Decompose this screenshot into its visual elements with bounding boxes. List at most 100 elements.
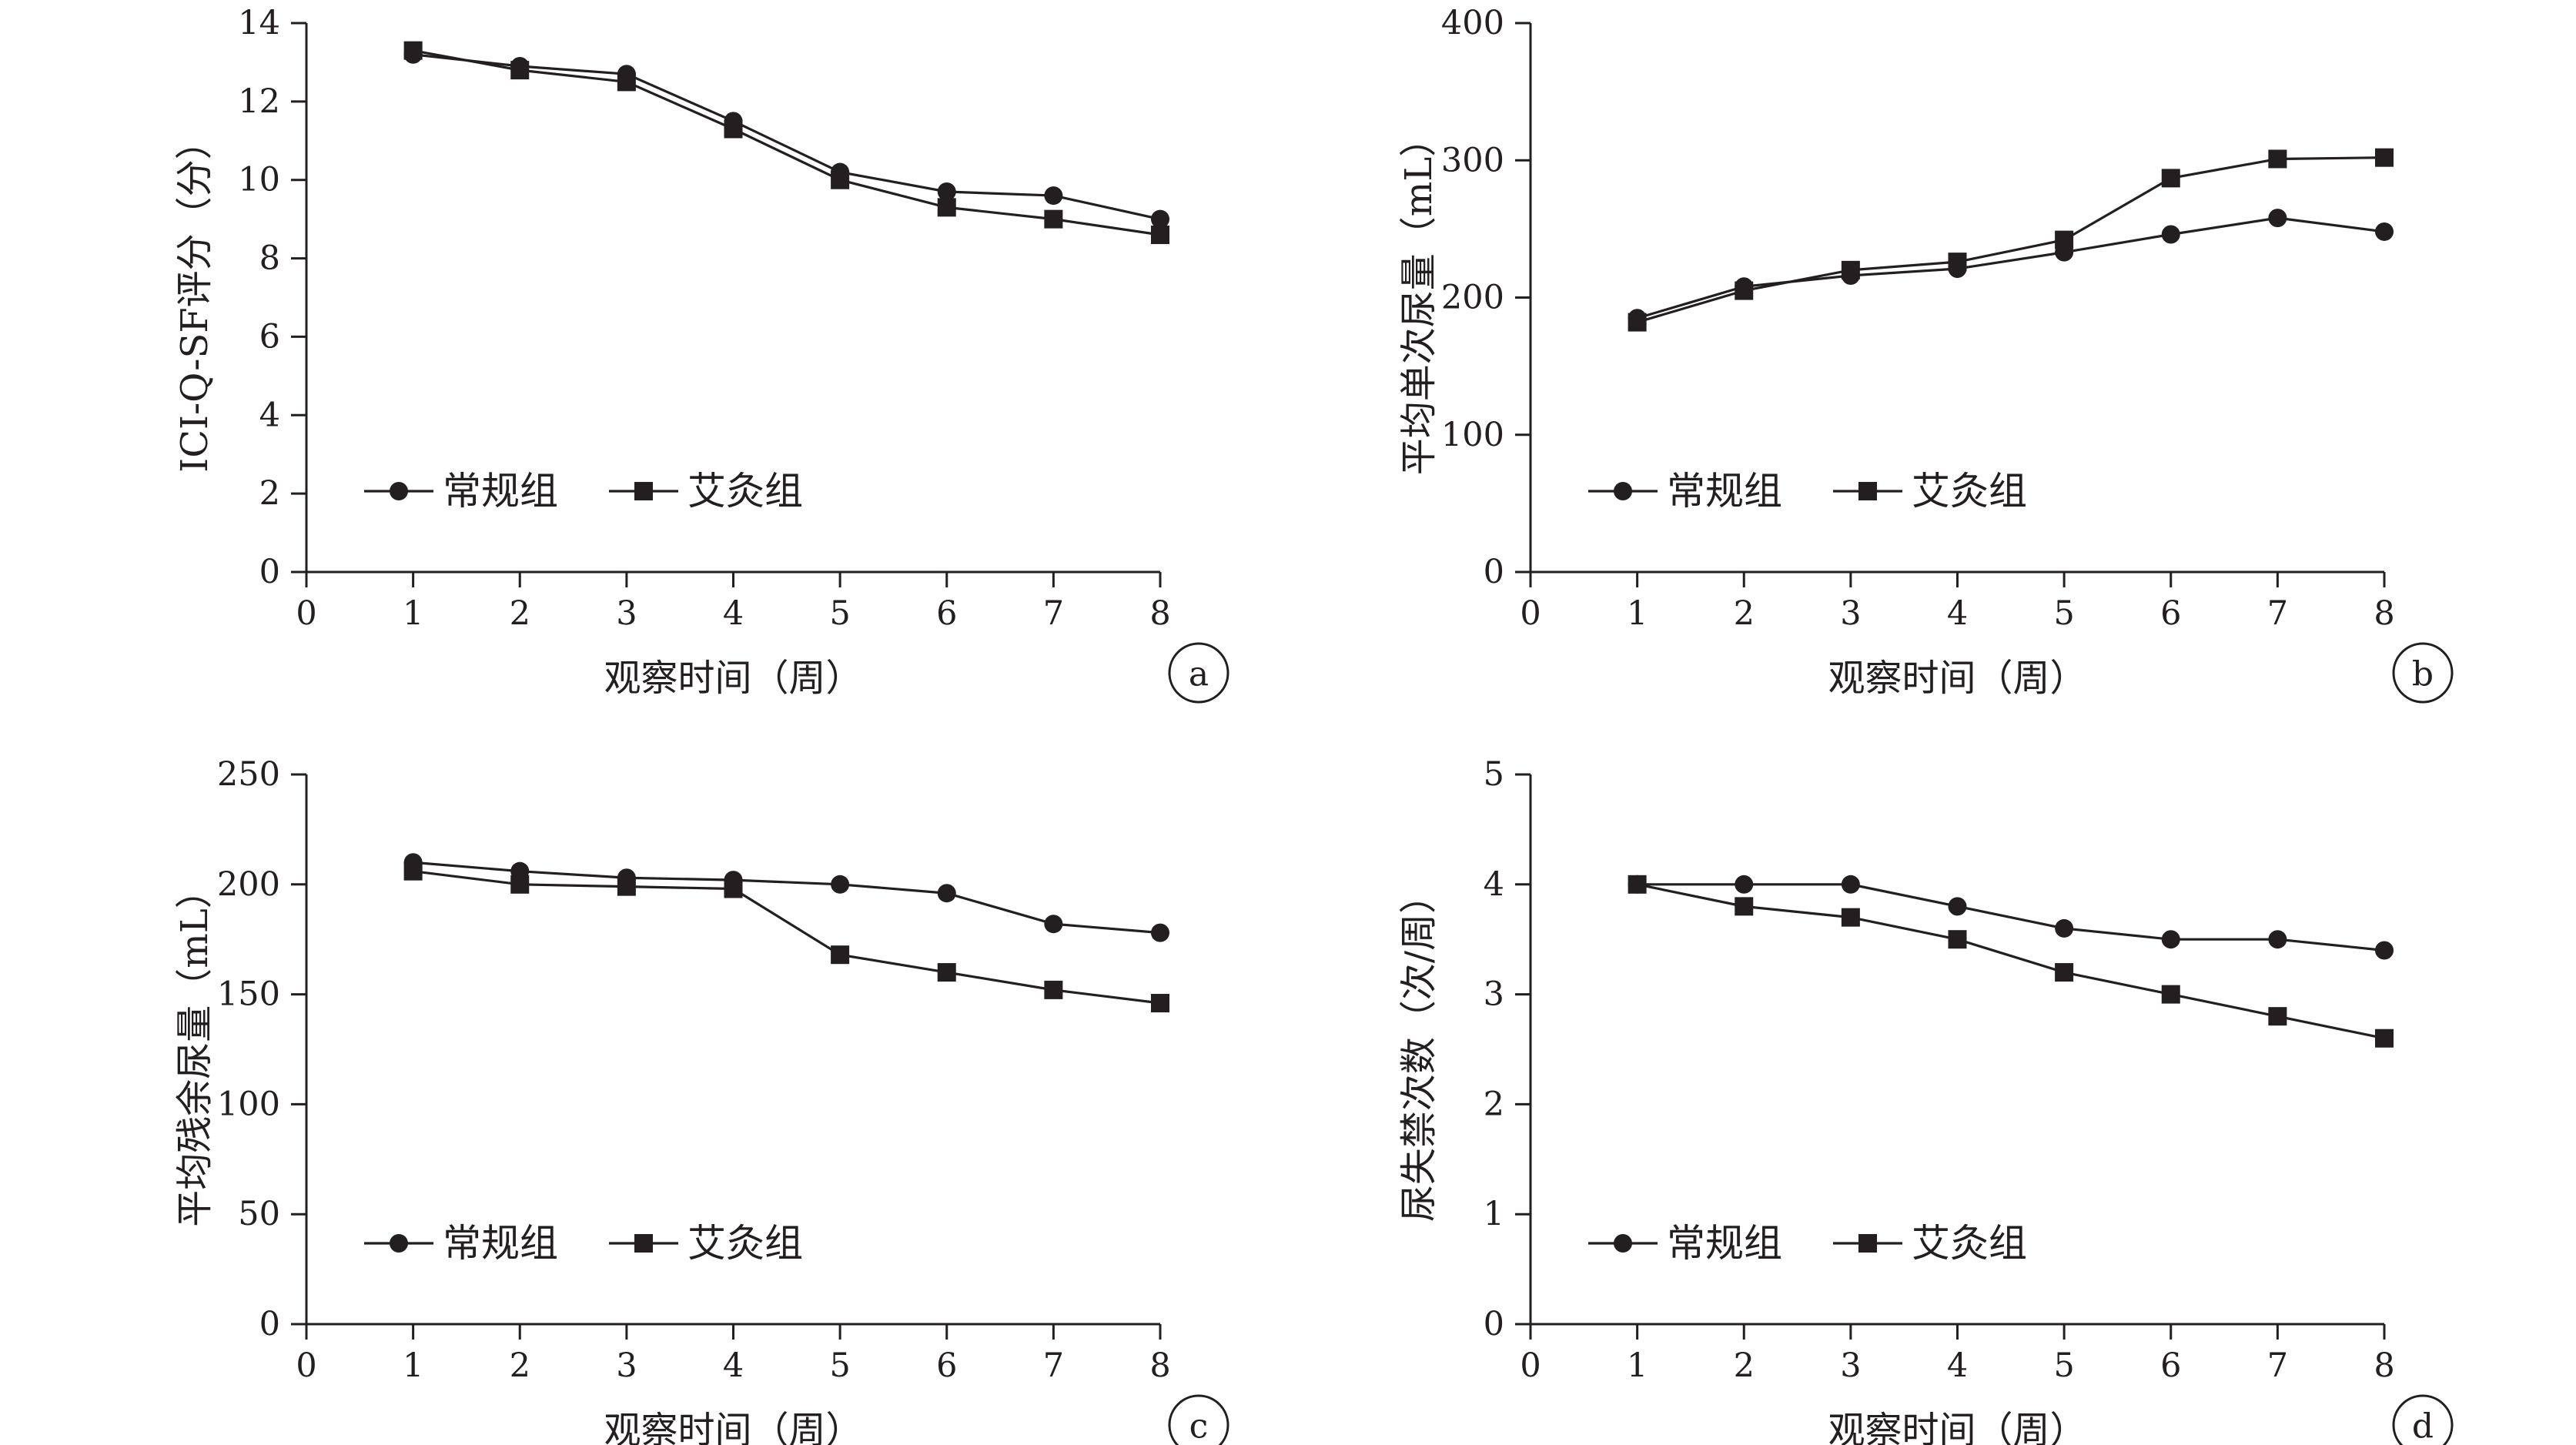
y-tick-label: 250 (217, 755, 280, 794)
data-point-circle (2375, 941, 2394, 960)
series-line-circle (413, 53, 1161, 221)
legend-label: 常规组 (1667, 469, 1782, 513)
x-tick-label: 7 (2267, 594, 2288, 633)
x-tick-label: 8 (1149, 1346, 1170, 1385)
data-point-square (831, 170, 850, 189)
data-point-circle (937, 182, 956, 201)
data-point-square (831, 945, 850, 965)
y-tick-label: 0 (1484, 553, 1504, 591)
x-tick-label: 4 (723, 594, 744, 633)
y-tick-label: 5 (1484, 755, 1504, 794)
x-tick-label: 3 (616, 1346, 637, 1385)
data-point-square (937, 963, 956, 982)
data-point-square (403, 41, 423, 60)
y-tick-label: 100 (217, 1085, 280, 1123)
x-tick-label: 5 (2053, 1346, 2074, 1385)
data-point-square (403, 861, 423, 881)
x-tick-label: 4 (723, 1346, 744, 1385)
x-tick-label: 0 (296, 594, 316, 633)
y-tick-label: 3 (1484, 975, 1504, 1014)
data-point-circle (1151, 209, 1169, 229)
panel-label: d (2412, 1407, 2434, 1445)
y-tick-label: 14 (238, 4, 280, 42)
x-axis-title: 观察时间（周） (1828, 1409, 2086, 1445)
x-tick-label: 2 (1734, 594, 1755, 633)
data-point-circle (2375, 222, 2394, 241)
x-tick-label: 7 (1043, 1346, 1064, 1385)
data-point-square (1841, 260, 1860, 279)
legend-marker-circle (390, 1234, 408, 1253)
y-tick-label: 50 (238, 1195, 280, 1233)
data-point-square (510, 875, 530, 894)
x-tick-label: 2 (1734, 1346, 1755, 1385)
x-tick-label: 8 (1149, 594, 1170, 633)
data-point-square (2268, 1007, 2287, 1026)
y-axis-title: 平均单次尿量（mL） (1397, 120, 1440, 475)
legend-label: 艾灸组 (687, 469, 803, 513)
x-tick-label: 3 (1840, 1346, 1861, 1385)
data-point-square (617, 72, 636, 92)
chart-panel-b: 0 100 200 300 400 0 1 2 3 4 5 6 7 8 观察时间（周） 平均单次尿量（mL） 常… (1397, 4, 2454, 704)
data-point-circle (1841, 875, 1860, 894)
x-tick-label: 0 (1520, 594, 1541, 633)
data-point-circle (1044, 915, 1063, 934)
panel-badge (1168, 1394, 1229, 1445)
data-point-square (937, 198, 956, 217)
panel-label: a (1189, 655, 1209, 694)
x-tick-label: 0 (1520, 1346, 1541, 1385)
x-tick-label: 7 (1043, 594, 1064, 633)
series-line-square (1637, 883, 2385, 1040)
legend-marker-square (1858, 482, 1877, 500)
series-line-square (413, 49, 1161, 236)
legend-label: 常规组 (443, 469, 558, 513)
data-point-square (1151, 994, 1169, 1013)
x-tick-label: 8 (2374, 1346, 2394, 1385)
panel-label: c (1189, 1407, 1209, 1445)
x-tick-label: 8 (2374, 594, 2394, 633)
x-tick-label: 6 (936, 1346, 957, 1385)
data-point-square (2375, 1029, 2394, 1048)
y-axis-title: ICI-Q-SF评分（分） (173, 122, 216, 472)
chart-panel-c: 0 50 100 150 200 250 0 1 2 3 4 5 6 7 8 观察时间（周） 平均残余尿量（mL… (173, 755, 1229, 1445)
y-tick-label: 8 (259, 239, 280, 278)
data-point-square (2268, 149, 2287, 169)
data-point-square (1044, 980, 1063, 999)
data-point-square (1948, 253, 1967, 272)
x-axis-title: 观察时间（周） (604, 1409, 862, 1445)
data-point-circle (937, 884, 956, 903)
legend-label: 常规组 (443, 1221, 558, 1266)
data-point-square (2055, 230, 2074, 249)
x-tick-label: 6 (936, 594, 957, 633)
data-point-circle (1735, 875, 1754, 894)
legend-label: 艾灸组 (687, 1221, 803, 1266)
x-tick-label: 6 (2160, 1346, 2181, 1385)
y-tick-label: 150 (217, 975, 280, 1014)
x-tick-label: 0 (296, 1346, 316, 1385)
x-tick-label: 5 (829, 594, 850, 633)
data-point-circle (2268, 209, 2287, 228)
data-point-circle (1948, 897, 1967, 916)
data-point-square (724, 879, 743, 898)
legend-label: 常规组 (1667, 1221, 1782, 1266)
x-tick-label: 1 (403, 1346, 423, 1385)
data-point-circle (1044, 186, 1063, 206)
y-tick-label: 4 (1484, 865, 1504, 904)
data-point-square (617, 877, 636, 896)
legend-marker-square (634, 482, 653, 500)
x-axis-title: 观察时间（周） (604, 657, 862, 700)
data-point-square (1841, 908, 1860, 927)
y-axis-title: 平均残余尿量（mL） (173, 871, 216, 1226)
panel-badge (2392, 1394, 2454, 1445)
x-tick-label: 1 (403, 594, 423, 633)
legend-marker-circle (1614, 1234, 1632, 1253)
legend-marker-square (634, 1234, 653, 1253)
data-point-square (2161, 169, 2180, 188)
x-tick-label: 3 (1840, 594, 1861, 633)
legend-marker-circle (1614, 482, 1632, 500)
data-point-square (2375, 148, 2394, 167)
y-tick-label: 0 (259, 1305, 280, 1343)
chart-panel-d: 0 1 2 3 4 5 0 1 2 3 4 5 6 7 8 观察时间（周） 尿失禁次数（次/周） 常规组 艾灸组 d (1397, 755, 2454, 1445)
x-tick-label: 6 (2160, 594, 2181, 633)
legend-label: 艾灸组 (1912, 469, 2027, 513)
